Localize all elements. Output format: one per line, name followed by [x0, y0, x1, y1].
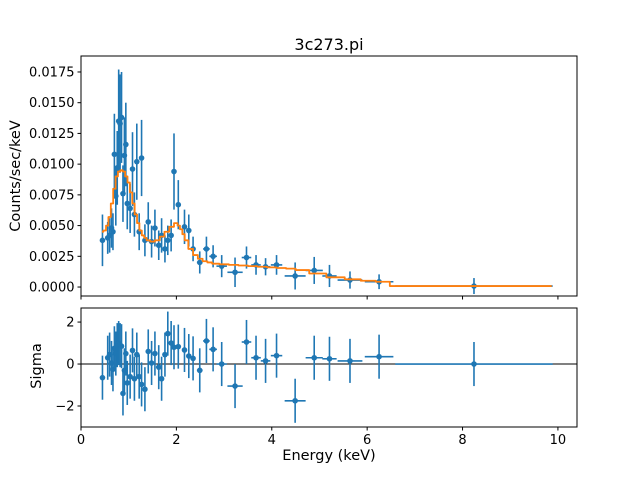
- data-point: [263, 358, 269, 364]
- data-point: [139, 155, 145, 161]
- data-point: [119, 343, 125, 349]
- data-point: [162, 352, 168, 358]
- data-point: [210, 254, 216, 260]
- data-point: [156, 364, 162, 370]
- data-point: [168, 233, 174, 239]
- data-point: [210, 347, 216, 353]
- data-point: [186, 228, 192, 234]
- data-point: [152, 351, 158, 357]
- data-point: [471, 361, 477, 367]
- data-point: [182, 347, 188, 353]
- model-step-path: [102, 170, 552, 286]
- data-point: [244, 255, 250, 261]
- data-point: [124, 201, 130, 207]
- y-tick-label: 0.0175: [29, 65, 75, 80]
- data-point: [165, 331, 171, 337]
- data-point: [253, 355, 259, 361]
- x-tick-label: 10: [550, 433, 567, 448]
- figure: 0.0000 0.0025 0.0050 0.0075 0.0100 0.0125 0.01…: [0, 0, 640, 480]
- data-point: [123, 351, 129, 357]
- data-point: [149, 360, 155, 366]
- data-point: [232, 383, 238, 389]
- y-tick-label: 2: [66, 316, 74, 331]
- data-point: [311, 355, 317, 361]
- data-point: [124, 380, 130, 386]
- data-point: [100, 375, 106, 381]
- data-point: [171, 169, 177, 175]
- model-fit-line: [102, 170, 552, 286]
- data-point: [292, 273, 298, 279]
- data-point: [152, 225, 158, 231]
- y-axis-label-sigma: Sigma: [29, 343, 45, 388]
- data-point: [100, 238, 106, 244]
- data-point: [190, 356, 196, 362]
- data-point: [244, 339, 250, 345]
- data-point: [347, 358, 353, 364]
- x-tick-label: 8: [458, 433, 466, 448]
- data-point: [232, 269, 238, 275]
- data-point: [139, 382, 145, 388]
- data-point: [175, 344, 181, 350]
- data-point: [112, 152, 118, 158]
- data-point: [132, 376, 138, 382]
- data-point: [165, 238, 171, 244]
- data-point: [197, 368, 203, 374]
- data-point: [376, 354, 382, 360]
- data-point: [311, 268, 317, 274]
- y-tick-label: 0.0025: [29, 250, 75, 265]
- data-point: [204, 338, 210, 344]
- x-axis-ticks: [81, 296, 558, 300]
- y-tick-label: 0: [66, 358, 74, 373]
- data-point: [197, 260, 203, 266]
- data-point: [110, 229, 116, 235]
- data-point: [134, 159, 140, 165]
- x-axis-label: Energy (keV): [81, 448, 577, 464]
- x-tick-label: 0: [77, 433, 85, 448]
- spectrum-data-series: [100, 70, 553, 295]
- x-tick-label: 6: [363, 433, 371, 448]
- data-point: [123, 142, 129, 148]
- data-point: [327, 356, 333, 362]
- y-axis-ticks: −2 0 2: [55, 316, 81, 415]
- data-point: [292, 398, 298, 404]
- y-tick-label: 0.0000: [29, 281, 75, 296]
- y-tick-label: 0.0150: [29, 96, 75, 111]
- y-tick-label: 0.0125: [29, 127, 75, 142]
- data-point: [127, 206, 133, 212]
- data-point: [274, 353, 280, 359]
- chart-title: 3c273.pi: [81, 35, 577, 54]
- y-tick-label: 0.0075: [29, 188, 75, 203]
- residuals-series: [100, 312, 553, 423]
- y-tick-label: 0.0100: [29, 158, 75, 173]
- top-panel: 0.0000 0.0025 0.0050 0.0075 0.0100 0.0125 0.01…: [29, 56, 577, 300]
- x-axis-ticks: 0 2 4 6 8 10: [77, 427, 566, 448]
- data-point: [142, 386, 148, 392]
- y-tick-label: −2: [55, 400, 74, 415]
- figure-canvas: 0.0000 0.0025 0.0050 0.0075 0.0100 0.0125 0.01…: [0, 0, 640, 480]
- data-point: [159, 376, 165, 382]
- y-tick-label: 0.0050: [29, 219, 75, 234]
- data-point: [145, 219, 151, 225]
- x-tick-label: 4: [268, 433, 276, 448]
- data-point: [219, 361, 225, 367]
- data-point: [119, 115, 125, 121]
- data-point: [162, 246, 168, 252]
- axes-frame: [81, 56, 577, 296]
- data-point: [175, 202, 181, 208]
- data-point: [145, 349, 151, 355]
- data-point: [156, 242, 162, 248]
- x-tick-label: 2: [172, 433, 180, 448]
- y-axis-label-counts: Counts/sec/keV: [8, 120, 24, 232]
- data-point: [130, 348, 136, 354]
- y-axis-ticks: 0.0000 0.0025 0.0050 0.0075 0.0100 0.0125 0.01…: [29, 65, 81, 295]
- data-point: [204, 246, 210, 252]
- bottom-panel: 0 2 4 6 8 10 −2 0 2: [55, 308, 577, 448]
- data-point: [130, 166, 136, 172]
